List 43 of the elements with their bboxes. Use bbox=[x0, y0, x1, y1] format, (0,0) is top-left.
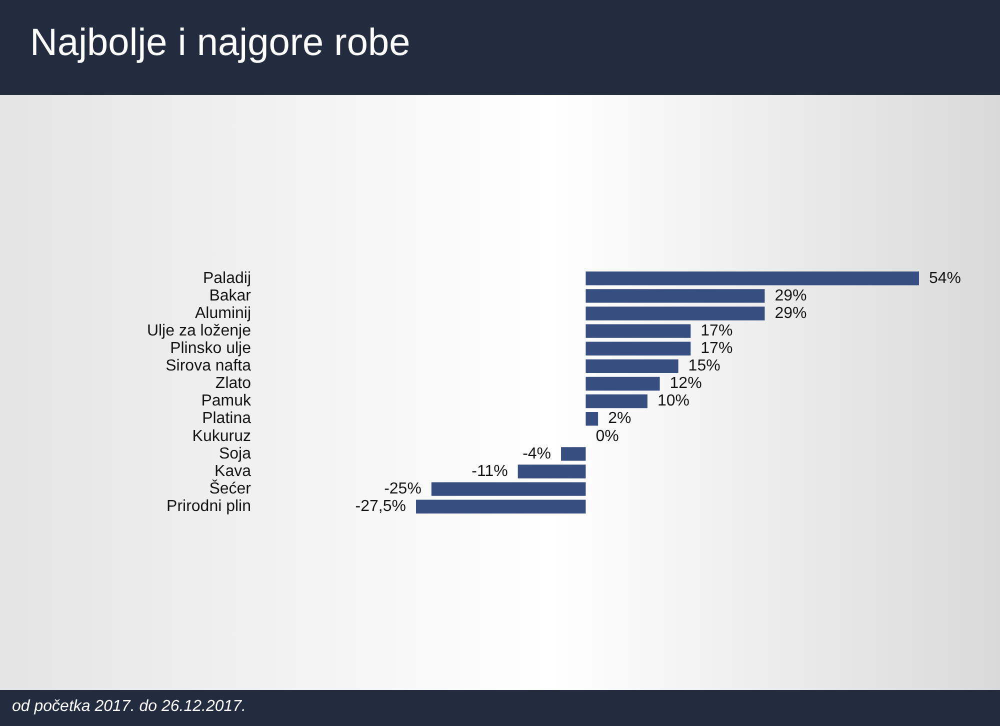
data-label: 12% bbox=[670, 375, 702, 392]
chart-title: Najbolje i najgore robe bbox=[30, 22, 410, 65]
bar bbox=[586, 289, 765, 303]
text: od početka 2017. do 26.12.2017. bbox=[12, 698, 246, 716]
data-label: 29% bbox=[774, 304, 807, 322]
data-label: -4% bbox=[522, 445, 552, 462]
data-label: 2% bbox=[608, 410, 632, 428]
data-label: -11% bbox=[472, 462, 508, 480]
data-label: 17% bbox=[700, 340, 733, 358]
y-tick-label: Plinsko ulje bbox=[170, 340, 252, 358]
bar bbox=[586, 359, 678, 374]
y-tick-label: Platina bbox=[202, 410, 252, 428]
bar bbox=[518, 464, 586, 478]
bar bbox=[431, 482, 586, 496]
bar bbox=[586, 412, 598, 426]
y-tick-label: Šećer bbox=[209, 479, 252, 498]
data-label: 54% bbox=[929, 270, 962, 287]
bar bbox=[586, 394, 648, 408]
y-tick-label: Bakar bbox=[209, 287, 252, 304]
y-tick-label: Kukuruz bbox=[192, 428, 251, 445]
data-label: 17% bbox=[700, 322, 733, 340]
data-label: -27,5% bbox=[355, 498, 406, 516]
data-label: 15% bbox=[688, 358, 720, 375]
y-tick-label: Zlato bbox=[215, 375, 252, 392]
data-label: 29% bbox=[774, 287, 807, 304]
bar bbox=[586, 306, 765, 320]
bar bbox=[586, 324, 691, 338]
y-tick-label: Ulje za loženje bbox=[146, 322, 252, 340]
data-label: 10% bbox=[657, 392, 690, 410]
y-tick-label: Kava bbox=[214, 462, 252, 480]
bar bbox=[586, 376, 660, 391]
y-tick-label: Sirova nafta bbox=[166, 358, 252, 375]
bar bbox=[586, 342, 691, 356]
bar bbox=[416, 500, 586, 514]
data-label: 0% bbox=[596, 428, 619, 445]
data-label: -25% bbox=[384, 480, 422, 498]
bar bbox=[561, 447, 586, 461]
y-tick-label: Prirodni plin bbox=[166, 498, 251, 516]
bar bbox=[586, 272, 919, 286]
y-tick-label: Pamuk bbox=[201, 392, 252, 410]
y-tick-label: Soja bbox=[218, 445, 252, 462]
y-tick-label: Aluminij bbox=[194, 304, 251, 322]
y-tick-label: Paladij bbox=[202, 270, 251, 287]
